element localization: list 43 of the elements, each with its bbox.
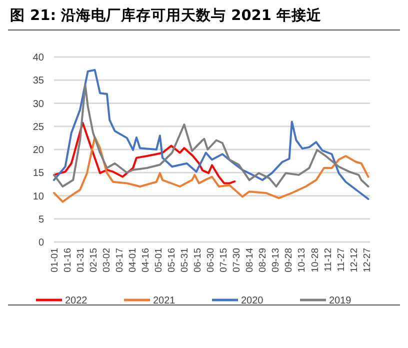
x-tick-label: 04-01 bbox=[127, 248, 138, 272]
x-tick-label: 09-28 bbox=[284, 248, 295, 272]
x-tick-label: 06-30 bbox=[206, 248, 217, 272]
x-tick-label: 01-16 bbox=[62, 248, 74, 272]
x-tick-label: 09-13 bbox=[270, 248, 282, 272]
x-tick-label: 01-01 bbox=[49, 248, 60, 272]
y-tick-label: 35 bbox=[32, 76, 44, 87]
x-tick-label: 07-15 bbox=[218, 248, 230, 272]
line-series bbox=[53, 68, 370, 200]
x-tick-label: 11-12 bbox=[322, 248, 334, 272]
x-tick-label: 12-27 bbox=[362, 248, 373, 272]
x-tick-label: 03-02 bbox=[101, 248, 112, 272]
x-tick-label: 05-16 bbox=[166, 248, 178, 272]
y-tick-label: 15 bbox=[32, 168, 44, 180]
x-tick-label: 08-29 bbox=[258, 248, 269, 272]
y-tick-label: 30 bbox=[32, 98, 44, 110]
x-tick-label: 02-15 bbox=[88, 248, 100, 272]
x-tick-label: 05-31 bbox=[180, 248, 191, 272]
line-series bbox=[53, 122, 236, 184]
x-tick-label: 12-12 bbox=[348, 248, 360, 272]
legend-label: 2022 bbox=[65, 296, 88, 306]
y-tick-label: 0 bbox=[38, 238, 44, 248]
x-tick-label: 10-13 bbox=[296, 248, 308, 272]
x-tick-label: 03-17 bbox=[114, 248, 126, 272]
y-tick-label: 40 bbox=[32, 52, 44, 64]
y-tick-label: 10 bbox=[32, 191, 44, 202]
x-tick-label: 10-28 bbox=[310, 248, 321, 272]
chart-title: 图 21: 沿海电厂库存可用天数与 2021 年接近 bbox=[10, 6, 323, 24]
x-tick-label: 08-14 bbox=[244, 248, 256, 272]
legend-label: 2021 bbox=[153, 296, 176, 306]
x-tick-label: 01-31 bbox=[75, 248, 86, 272]
x-tick-label: 06-15 bbox=[192, 248, 204, 272]
x-tick-label: 07-30 bbox=[232, 248, 243, 272]
x-tick-label: 11-27 bbox=[336, 248, 347, 272]
line-series bbox=[53, 136, 370, 203]
x-tick-label: 04-16 bbox=[140, 248, 152, 272]
y-tick-label: 5 bbox=[38, 214, 44, 226]
line-series bbox=[53, 84, 370, 188]
x-tick-label: 05-01 bbox=[154, 248, 164, 272]
legend-label: 2020 bbox=[241, 296, 264, 306]
legend-label: 2019 bbox=[329, 296, 352, 306]
y-tick-label: 20 bbox=[32, 145, 44, 156]
y-tick-label: 25 bbox=[32, 122, 44, 133]
